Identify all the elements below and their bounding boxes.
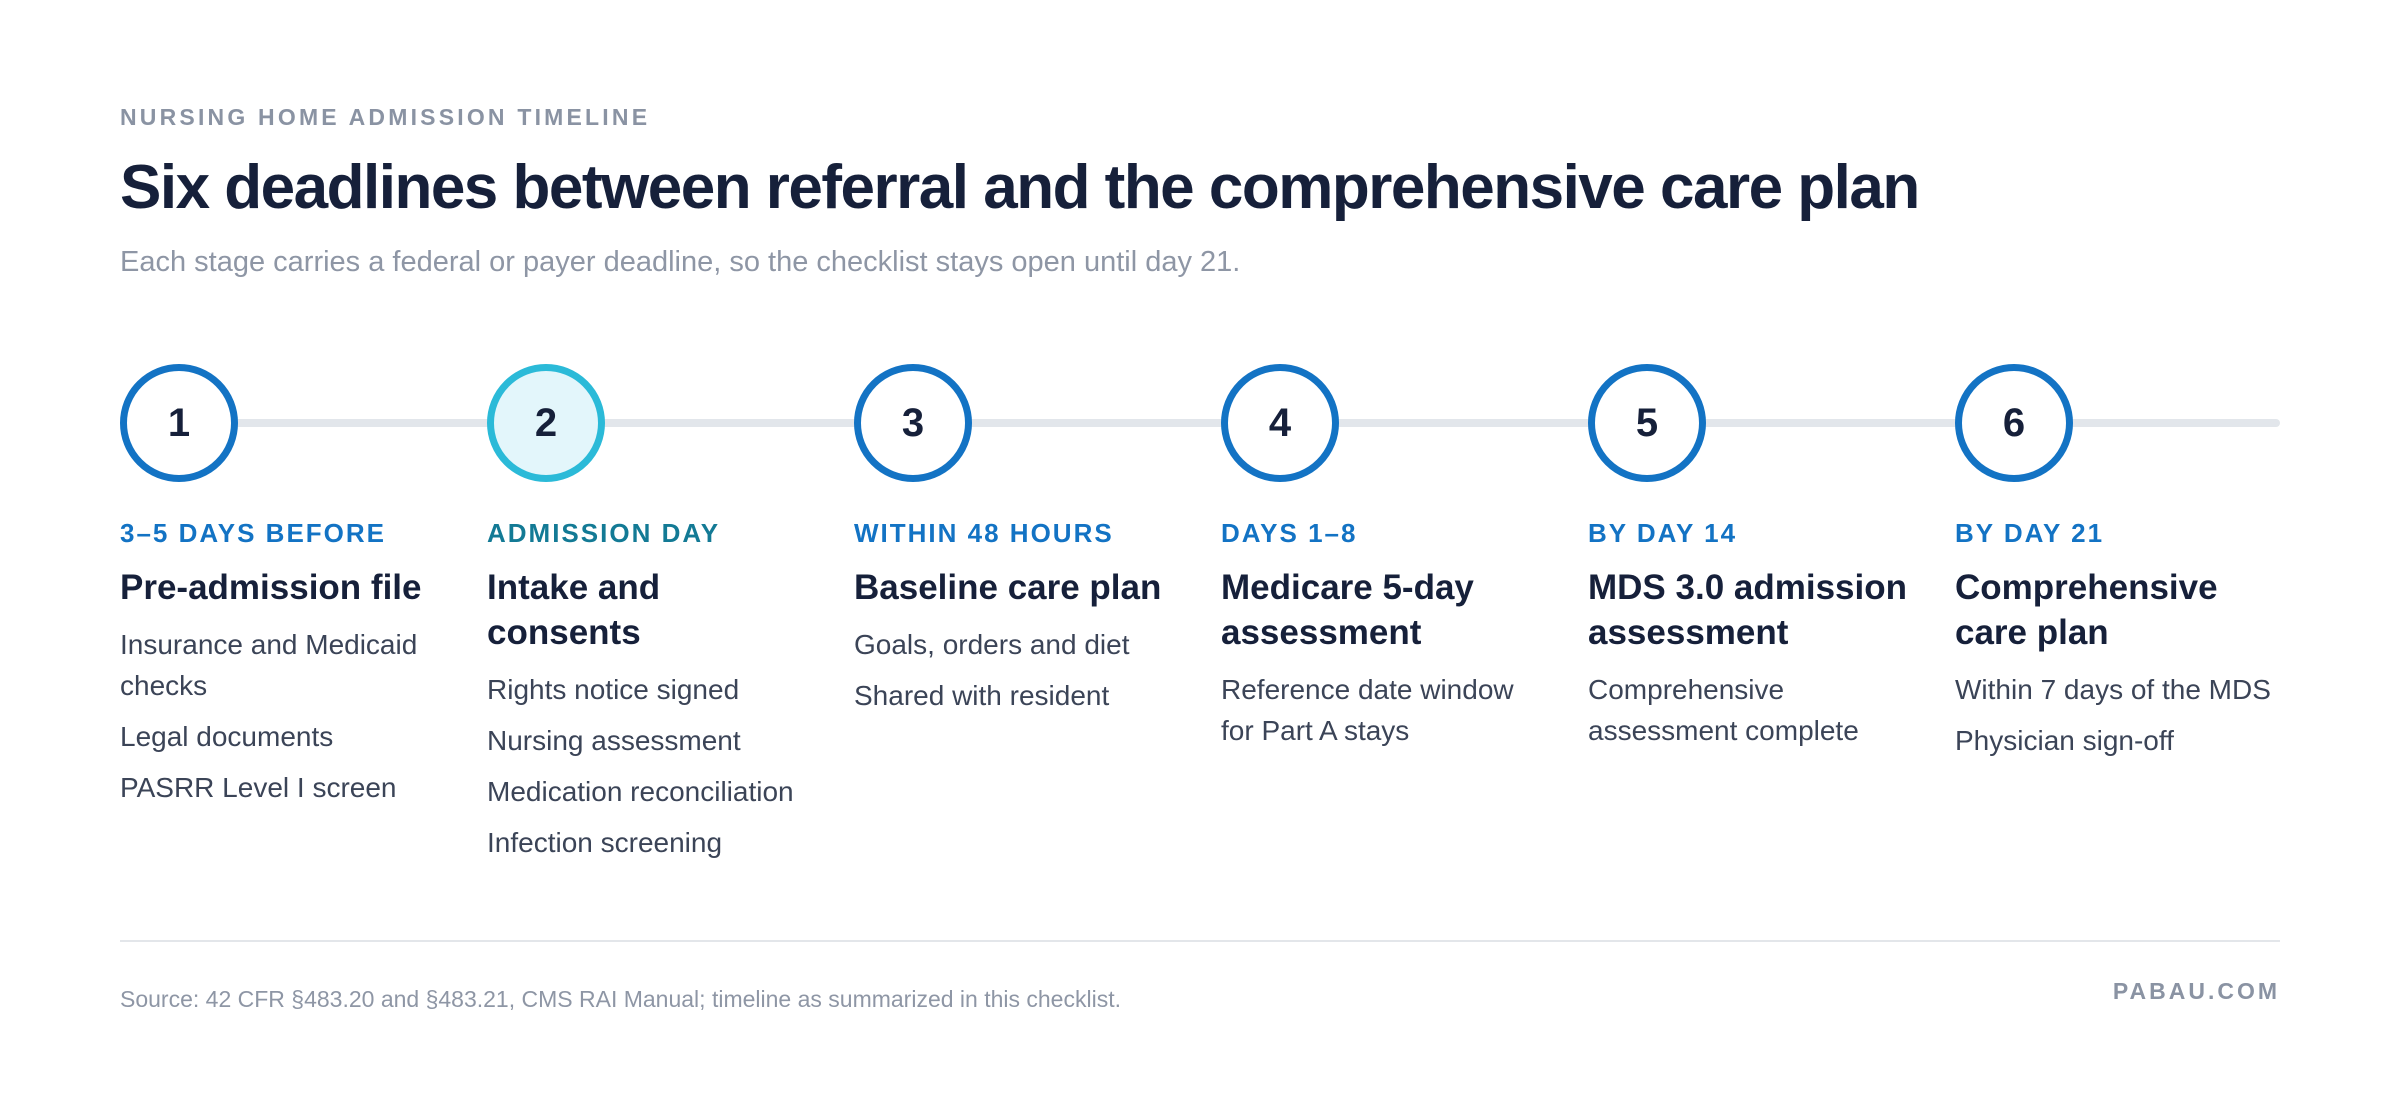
stage-number-circle: 6 (1955, 364, 2073, 482)
stage-checklist: Insurance and Medicaid checks Legal docu… (120, 624, 440, 808)
stage-deadline-label: BY DAY 21 (1955, 518, 2105, 548)
checklist-item: Legal documents (120, 721, 334, 752)
eyebrow-label: NURSING HOME ADMISSION TIMELINE (120, 104, 651, 130)
checklist-item: Goals, orders and diet (854, 629, 1130, 660)
checklist-item: Rights notice signed (487, 674, 740, 705)
stage-deadline-label: DAYS 1–8 (1221, 518, 1358, 548)
checklist-item: Insurance and Medicaid checks (120, 629, 418, 701)
stage-3: 3 WITHIN 48 HOURS Baseline care plan Goa… (854, 364, 1174, 732)
checklist-item: Infection screening (487, 827, 723, 858)
timeline-page: NURSING HOME ADMISSION TIMELINE Six dead… (120, 0, 2280, 1118)
checklist-item: Reference date window for Part A stays (1221, 674, 1514, 746)
stage-checklist: Reference date window for Part A stays (1221, 669, 1541, 751)
stage-deadline-label: WITHIN 48 HOURS (854, 518, 1114, 548)
footer-divider (120, 940, 2280, 942)
checklist-item: PASRR Level I screen (120, 772, 397, 803)
checklist-item: Within 7 days of the MDS (1955, 674, 2271, 705)
checklist-item: Nursing assessment (487, 725, 741, 756)
timeline-stages: 1 3–5 DAYS BEFORE Pre-admission file Ins… (120, 364, 2280, 884)
stage-1: 1 3–5 DAYS BEFORE Pre-admission file Ins… (120, 364, 440, 824)
stage-title: Baseline care plan (854, 568, 1162, 607)
checklist-item: Medication reconciliation (487, 776, 794, 807)
brand-wordmark: PABAU.COM (2112, 978, 2280, 1004)
checklist-item: Comprehensive assessment complete (1588, 674, 1859, 746)
checklist-item: Shared with resident (854, 680, 1110, 711)
stage-5: 5 BY DAY 14 MDS 3.0 admission assessment… (1588, 364, 1908, 767)
stage-6: 6 BY DAY 21 Comprehensive care plan With… (1955, 364, 2275, 777)
stage-checklist: Within 7 days of the MDS Physician sign-… (1955, 669, 2275, 761)
stage-2: 2 ADMISSION DAY Intake and consents Righ… (487, 364, 807, 879)
stage-title: Comprehensive care plan (1955, 568, 2218, 652)
stage-checklist: Rights notice signed Nursing assessment … (487, 669, 807, 863)
page-title: Six deadlines between referral and the c… (120, 153, 1920, 222)
stage-checklist: Comprehensive assessment complete (1588, 669, 1908, 751)
stage-number-circle: 4 (1221, 364, 1339, 482)
stage-number-circle: 3 (854, 364, 972, 482)
stage-checklist: Goals, orders and diet Shared with resid… (854, 624, 1174, 716)
stage-number-circle-active: 2 (487, 364, 605, 482)
stage-deadline-label: ADMISSION DAY (487, 518, 721, 548)
stage-title: MDS 3.0 admission assessment (1588, 568, 1907, 652)
stage-4: 4 DAYS 1–8 Medicare 5-day assessment Ref… (1221, 364, 1541, 767)
stage-deadline-label: BY DAY 14 (1588, 518, 1738, 548)
stage-title: Pre-admission file (120, 568, 422, 607)
stage-number-circle: 1 (120, 364, 238, 482)
stage-deadline-label: 3–5 DAYS BEFORE (120, 518, 387, 548)
checklist-item: Physician sign-off (1955, 725, 2174, 756)
stage-number-circle: 5 (1588, 364, 1706, 482)
source-note: Source: 42 CFR §483.20 and §483.21, CMS … (120, 986, 1121, 1012)
page-subtitle: Each stage carries a federal or payer de… (120, 246, 1241, 278)
stage-title: Intake and consents (487, 568, 661, 652)
stage-title: Medicare 5-day assessment (1221, 568, 1474, 652)
